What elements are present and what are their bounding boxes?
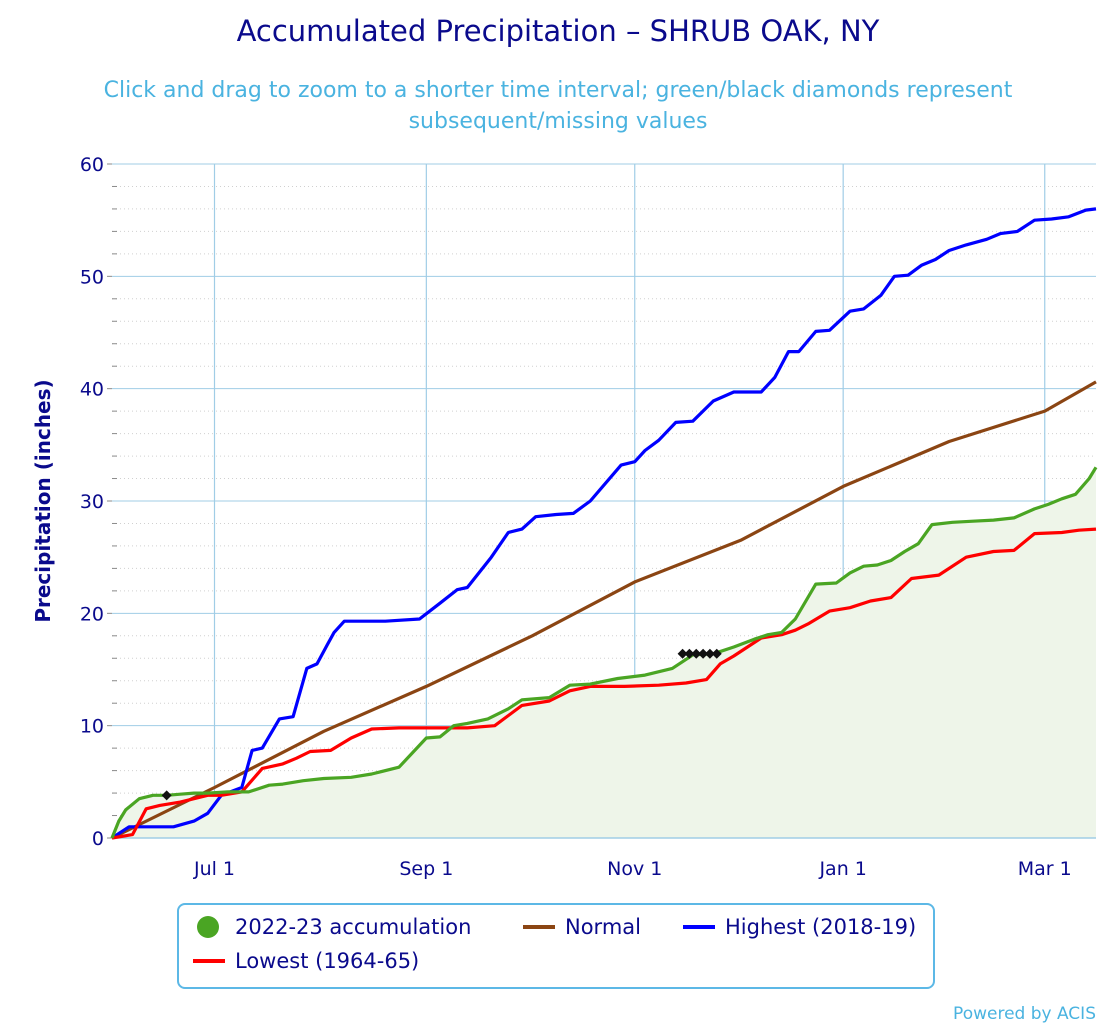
- missing-value-marker: [677, 648, 688, 659]
- current-series-line: [110, 466, 1098, 839]
- y-tick-label: 20: [80, 603, 104, 625]
- y-tick-label: 0: [92, 828, 104, 850]
- chart-subtitle: Click and drag to zoom to a shorter time…: [60, 75, 1056, 137]
- y-tick-label: 30: [80, 491, 104, 513]
- missing-value-marker: [691, 648, 702, 659]
- chart-title: Accumulated Precipitation – SHRUB OAK, N…: [236, 14, 880, 48]
- legend-item-normal[interactable]: Normal: [523, 915, 641, 939]
- subtitle-line-2: subsequent/missing values: [408, 109, 708, 134]
- powered-by-link[interactable]: Powered by ACIS: [953, 1004, 1096, 1024]
- legend-label-normal: Normal: [565, 915, 641, 939]
- y-tick-label: 40: [80, 379, 104, 401]
- y-tick-label: 60: [80, 154, 104, 176]
- legend-label-lowest: Lowest (1964-65): [235, 949, 420, 973]
- legend-item-highest[interactable]: Highest (2018-19): [683, 915, 916, 939]
- legend-swatch-lowest: [193, 959, 225, 963]
- legend-label-highest: Highest (2018-19): [725, 915, 917, 939]
- y-axis-title: Precipitation (inches): [31, 379, 55, 622]
- x-tick-label: Jan 1: [818, 858, 866, 880]
- missing-value-marker: [711, 648, 722, 659]
- missing-value-marker: [698, 648, 709, 659]
- y-tick-label: 10: [80, 716, 104, 738]
- legend-swatch-current: [197, 916, 219, 938]
- y-tick-label: 50: [80, 266, 104, 288]
- legend-swatch-normal: [523, 925, 555, 929]
- lowest-series-line: [111, 527, 1097, 840]
- x-tick-label: Nov 1: [607, 858, 662, 880]
- x-tick-label: Jul 1: [193, 858, 235, 880]
- legend-item-lowest[interactable]: Lowest (1964-65): [193, 949, 419, 973]
- missing-value-marker: [161, 790, 172, 801]
- legend-swatch-highest: [683, 925, 715, 929]
- current-area-fill: [112, 467, 1096, 838]
- precipitation-chart[interactable]: 0 10 20 30 40 50 60 Jul 1 Sep 1 Nov 1 Jan 1 Mar 1 Pr…: [0, 0, 1116, 900]
- legend-item-current[interactable]: 2022-23 accumulation: [197, 915, 471, 939]
- missing-value-marker: [684, 648, 695, 659]
- x-tick-label: Mar 1: [1018, 858, 1072, 880]
- highest-series-line: [111, 207, 1097, 840]
- normal-series-line: [111, 380, 1097, 840]
- subtitle-line-1: Click and drag to zoom to a shorter time…: [103, 78, 1013, 103]
- missing-value-marker: [704, 648, 715, 659]
- x-tick-label: Sep 1: [399, 858, 453, 880]
- legend-label-current: 2022-23 accumulation: [235, 915, 472, 939]
- chart-legend: 2022-23 accumulation Normal Highest (201…: [177, 903, 935, 989]
